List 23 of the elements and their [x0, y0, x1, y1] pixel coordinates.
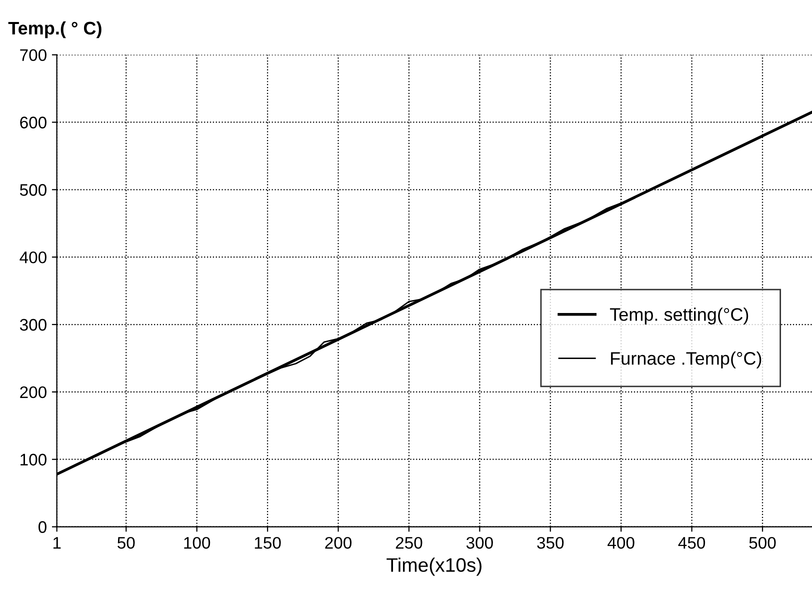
y-tick-label: 100: [20, 454, 46, 466]
x-tick-label: 500: [749, 536, 776, 549]
y-tick-label: 700: [20, 49, 46, 62]
x-tick-label: 50: [118, 536, 135, 549]
y-tick-label: 300: [20, 318, 46, 331]
y-tick-label: 200: [20, 386, 46, 398]
x-tick-label: 200: [325, 536, 352, 549]
x-tick-label: 1: [53, 537, 61, 549]
y-tick-label: 0: [38, 521, 46, 533]
x-tick-label: 400: [608, 536, 634, 549]
legend-label: Furnace .Temp(°C): [611, 352, 762, 368]
x-tick-label: 250: [396, 536, 422, 549]
y-tick-label: 600: [20, 116, 46, 128]
legend-label: Temp. setting(°C): [610, 308, 748, 324]
x-tick-label: 150: [254, 536, 281, 549]
y-axis-title: Temp.( ° C): [8, 21, 102, 38]
y-tick-label: 500: [20, 184, 46, 196]
x-tick-label: 100: [184, 536, 210, 549]
x-tick-label: 300: [466, 536, 493, 549]
x-axis-title: Time(x10s): [386, 558, 482, 576]
x-tick-label: 450: [678, 536, 706, 549]
y-tick-label: 400: [20, 251, 46, 264]
x-tick-label: 350: [537, 536, 564, 549]
